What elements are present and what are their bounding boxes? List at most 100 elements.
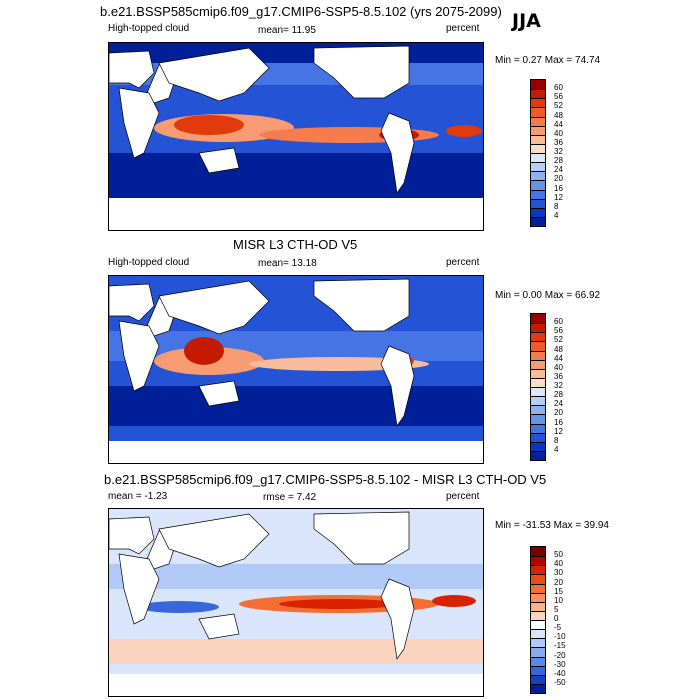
continents xyxy=(109,45,415,194)
panel-2-colorbar-segment xyxy=(531,432,545,442)
panel-2-colorbar-tick-label: 56 xyxy=(554,326,563,336)
panel-1-units-label: percent xyxy=(446,23,480,34)
panel-3-colorbar-segment xyxy=(531,574,545,584)
warm-pool-core xyxy=(184,337,224,365)
panel-1-colorbar xyxy=(530,79,546,227)
panel-1-colorbar-tick-label: 48 xyxy=(554,110,563,120)
panel-2-colorbar-tick-label: 8 xyxy=(554,435,559,445)
panel-1-colorbar-segment xyxy=(531,198,545,208)
panel-3-colorbar-segment xyxy=(531,620,545,630)
panel-3-colorbar-tick-label: -50 xyxy=(554,677,566,687)
panel-3-colorbar-tick-label: -10 xyxy=(554,632,566,642)
panel-2-map xyxy=(108,275,484,464)
panel-3-colorbar-segment xyxy=(531,565,545,575)
panel-3-colorbar-segment xyxy=(531,610,545,620)
panel-3-colorbar-tick-label: 15 xyxy=(554,586,563,596)
panel-1-colorbar-segment xyxy=(531,207,545,217)
panel-1-colorbar-tick-label: 56 xyxy=(554,92,563,102)
panel-2-colorbar-segment xyxy=(531,314,545,324)
panel-1-title: b.e21.BSSP585cmip6.f09_g17.CMIP6-SSP5-8.… xyxy=(100,4,502,19)
panel-3-colorbar-segment xyxy=(531,665,545,675)
panel-1-colorbar-segment xyxy=(531,189,545,199)
panel-1-colorbar-tick-label: 60 xyxy=(554,83,563,93)
panel-2-colorbar-segment xyxy=(531,414,545,424)
panel-3-minmax: Min = -31.53 Max = 39.94 xyxy=(495,520,609,531)
panel-3-colorbar-segment xyxy=(531,647,545,657)
panel-1-minmax: Min = 0.27 Max = 74.74 xyxy=(495,55,601,66)
panel-3-units-label: percent xyxy=(446,491,480,502)
panel-3-rmse-label: rmse = 7.42 xyxy=(263,492,317,503)
panel-2-colorbar-tick-label: 32 xyxy=(554,381,563,390)
panel-1-colorbar-segment xyxy=(531,162,545,172)
panel-2-colorbar-segment xyxy=(531,368,545,378)
panel-3-colorbar-segment xyxy=(531,638,545,648)
panel-1-colorbar-tick-label: 40 xyxy=(554,128,563,138)
panel-3-title: b.e21.BSSP585cmip6.f09_g17.CMIP6-SSP5-8.… xyxy=(104,472,547,487)
panel-3-colorbar-tick-label: 10 xyxy=(554,595,563,605)
panel-3-colorbar-tick-label: -15 xyxy=(554,641,566,651)
panel-2-colorbar-segment xyxy=(531,441,545,451)
panel-3-colorbar-segment xyxy=(531,556,545,566)
panel-3-colorbar-segment xyxy=(531,547,545,557)
panel-3-colorbar-segment xyxy=(531,656,545,666)
antarctica xyxy=(109,441,483,463)
panel-1-colorbar-segment xyxy=(531,89,545,99)
panel-3-mean-label: mean = -1.23 xyxy=(108,491,168,502)
panel-2-minmax: Min = 0.00 Max = 66.92 xyxy=(495,290,601,301)
panel-1-colorbar-tick-label: 20 xyxy=(554,174,563,184)
panel-3-colorbar-segment xyxy=(531,583,545,593)
panel-1-colorbar-segment xyxy=(531,153,545,163)
panel-3-colorbar-tick-label: 0 xyxy=(554,614,559,623)
panel-2-colorbar-tick-label: 40 xyxy=(554,362,563,372)
panel-2-colorbar-segment xyxy=(531,450,545,460)
panel-2-colorbar-tick-label: 60 xyxy=(554,317,563,327)
panel-3-colorbar-tick-label: 30 xyxy=(554,568,563,578)
panel-2-colorbar-tick-label: 48 xyxy=(554,344,563,354)
panel-2-colorbar-segment xyxy=(531,350,545,360)
season-label: JJA xyxy=(512,10,541,32)
panel-1-colorbar-tick-label: 16 xyxy=(554,183,563,193)
panel-1-colorbar-segment xyxy=(531,216,545,226)
atlantic-itcz xyxy=(446,125,482,137)
panel-3-colorbar-tick-label: -20 xyxy=(554,650,566,660)
panel-2-colorbar-segment xyxy=(531,332,545,342)
panel-1-colorbar-segment xyxy=(531,134,545,144)
panel-2-title: MISR L3 CTH-OD V5 xyxy=(233,237,358,252)
panel-1-colorbar-segment xyxy=(531,80,545,90)
panel-1-colorbar-tick-label: 36 xyxy=(554,137,563,147)
panel-1-map xyxy=(108,42,484,231)
continents xyxy=(109,511,415,660)
panel-1-colorbar-tick-label: 8 xyxy=(554,201,559,211)
panel-2-colorbar-segment xyxy=(531,396,545,406)
panel-3-colorbar-segment xyxy=(531,592,545,602)
panel-1-colorbar-fill xyxy=(531,80,545,226)
panel-3-colorbar-tick-label: -5 xyxy=(554,623,562,633)
atlantic-positive xyxy=(432,595,476,607)
panel-3-colorbar-tick-label: 5 xyxy=(554,604,559,614)
panel-1-map-svg xyxy=(109,43,483,230)
panel-1-colorbar-segment xyxy=(531,125,545,135)
panel-1-colorbar-tick-label: 32 xyxy=(554,147,563,156)
panel-2-colorbar-tick-label: 24 xyxy=(554,399,563,409)
panel-3-colorbar-segment xyxy=(531,629,545,639)
panel-3-colorbar-tick-label: -40 xyxy=(554,668,566,678)
panel-3-colorbar-tick-label: 50 xyxy=(554,550,563,560)
panel-1-colorbar-tick-label: 12 xyxy=(554,192,563,202)
panel-1-mean-label: mean= 11.95 xyxy=(258,25,316,36)
continents xyxy=(109,278,415,427)
panel-2-colorbar-segment xyxy=(531,423,545,433)
panel-2-colorbar-tick-label: 12 xyxy=(554,426,563,436)
panel-2-colorbar-segment xyxy=(531,359,545,369)
panel-2-units-label: percent xyxy=(446,257,480,268)
panel-2-colorbar-tick-label: 36 xyxy=(554,371,563,381)
panel-3-map-svg xyxy=(109,509,483,696)
panel-3-map xyxy=(108,508,484,697)
panel-2-mean-label: mean= 13.18 xyxy=(258,258,317,269)
panel-1-colorbar-tick-label: 52 xyxy=(554,101,563,111)
warm-pool-core xyxy=(174,115,244,135)
panel-1-colorbar-segment xyxy=(531,143,545,153)
panel-2-colorbar-tick-label: 44 xyxy=(554,353,563,363)
panel-2-colorbar-tick-label: 28 xyxy=(554,390,563,400)
panel-1-colorbar-segment xyxy=(531,116,545,126)
panel-3-colorbar xyxy=(530,546,546,694)
